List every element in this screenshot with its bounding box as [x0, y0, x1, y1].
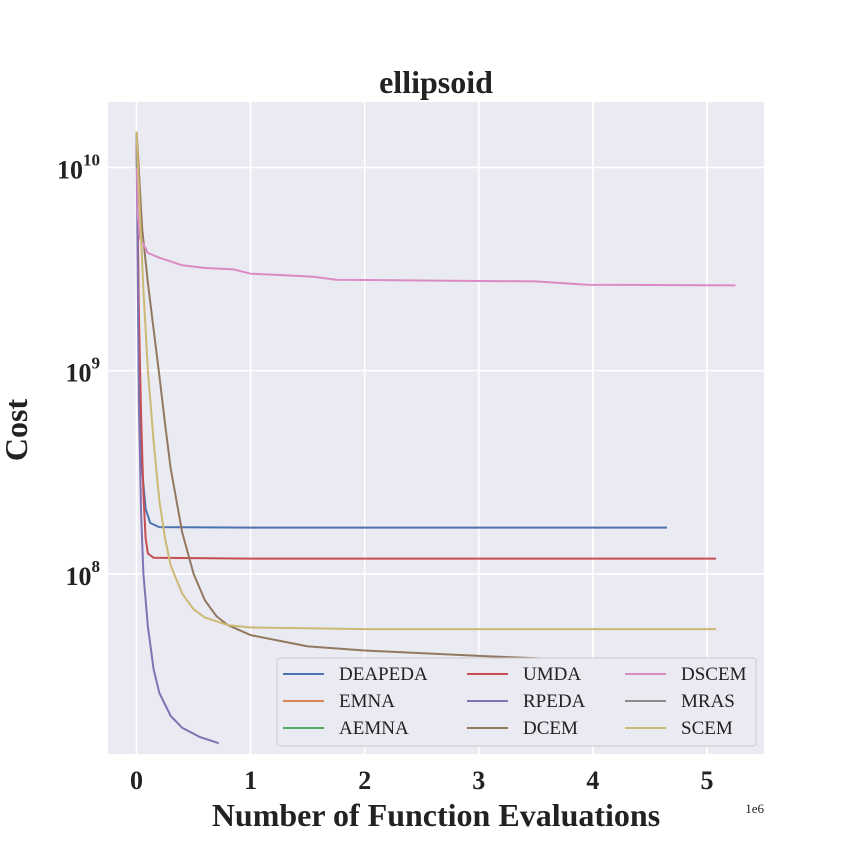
y-tick-label: 1010 — [57, 150, 100, 184]
series-line-dcem — [135, 131, 696, 666]
x-tick-label: 0 — [130, 766, 143, 795]
legend-label-deapeda: DEAPEDA — [339, 664, 428, 685]
y-axis-label: Cost — [0, 399, 34, 462]
x-tick-label: 3 — [472, 766, 485, 795]
series-line-dscem — [135, 131, 736, 287]
legend-label-aemna: AEMNA — [339, 718, 409, 739]
y-tick-labels: 108 109 1010 — [57, 150, 100, 590]
grid-lines — [108, 102, 764, 754]
legend-label-emna: EMNA — [339, 691, 395, 712]
legend-label-mras: MRAS — [681, 691, 735, 712]
legend: DEAPEDA EMNA AEMNA UMDA RPEDA DCEM DSCEM MRAS SC… — [276, 657, 757, 747]
y-tick-label: 108 — [66, 557, 101, 591]
legend-box — [276, 657, 757, 747]
legend-label-scem: SCEM — [681, 718, 733, 739]
legend-label-umda: UMDA — [523, 664, 581, 685]
x-tick-label: 4 — [586, 766, 599, 795]
legend-label-rpeda: RPEDA — [523, 691, 586, 712]
series-line-rpeda — [135, 131, 220, 745]
x-tick-labels: 0 1 2 3 4 5 — [130, 766, 713, 795]
series-line-umda — [135, 131, 717, 560]
series-line-scem — [135, 131, 717, 631]
series-lines — [135, 131, 736, 745]
x-tick-label: 1 — [244, 766, 257, 795]
y-tick-label: 109 — [66, 354, 101, 388]
chart-title: ellipsoid — [379, 64, 493, 100]
x-tick-label: 5 — [700, 766, 713, 795]
legend-label-dscem: DSCEM — [681, 664, 747, 685]
x-tick-label: 2 — [358, 766, 371, 795]
legend-label-dcem: DCEM — [523, 718, 578, 739]
plot-background — [108, 102, 764, 754]
x-offset-label: 1e6 — [745, 801, 764, 816]
x-axis-label: Number of Function Evaluations — [212, 797, 660, 833]
